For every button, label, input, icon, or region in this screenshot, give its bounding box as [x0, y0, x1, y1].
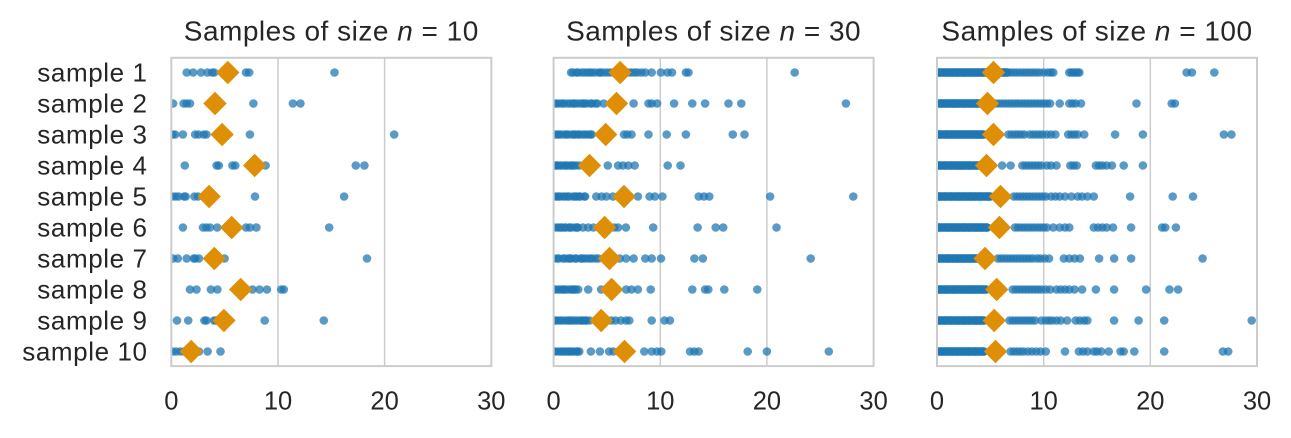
svg-text:10: 10	[264, 387, 292, 415]
svg-text:20: 20	[753, 387, 781, 415]
svg-text:10: 10	[1030, 387, 1058, 415]
svg-text:30: 30	[1243, 387, 1271, 415]
svg-text:sample 3: sample 3	[37, 120, 147, 150]
svg-text:30: 30	[859, 387, 887, 415]
svg-text:20: 20	[1136, 387, 1164, 415]
svg-text:sample 5: sample 5	[37, 182, 147, 212]
svg-text:10: 10	[646, 387, 674, 415]
svg-text:sample 1: sample 1	[37, 58, 147, 88]
svg-text:0: 0	[930, 387, 944, 415]
svg-text:0: 0	[164, 387, 178, 415]
svg-text:sample 10: sample 10	[22, 337, 147, 367]
svg-text:Samples of size n = 10: Samples of size n = 10	[184, 16, 479, 47]
svg-text:Samples of size n = 100: Samples of size n = 100	[941, 16, 1252, 47]
svg-text:sample 4: sample 4	[37, 151, 147, 181]
svg-text:Samples of size n = 30: Samples of size n = 30	[566, 16, 861, 47]
svg-text:0: 0	[547, 387, 561, 415]
svg-text:20: 20	[370, 387, 398, 415]
svg-text:sample 6: sample 6	[37, 213, 147, 243]
svg-text:sample 9: sample 9	[37, 306, 147, 336]
svg-text:sample 7: sample 7	[37, 244, 147, 274]
svg-text:30: 30	[477, 387, 505, 415]
svg-text:sample 2: sample 2	[37, 89, 147, 119]
svg-text:sample 8: sample 8	[37, 275, 147, 305]
